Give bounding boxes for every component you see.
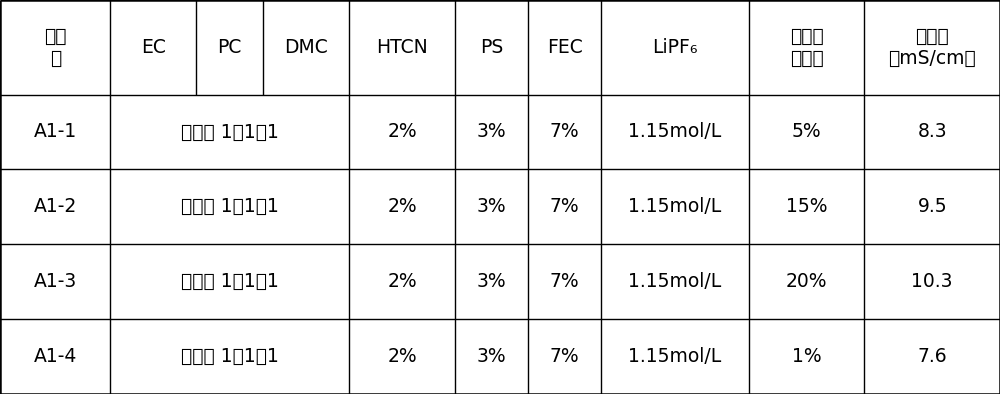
Text: 质量比 1：1：1: 质量比 1：1：1 <box>181 123 279 141</box>
Text: 1.15mol/L: 1.15mol/L <box>628 272 722 291</box>
Text: 2%: 2% <box>387 347 417 366</box>
Text: 1.15mol/L: 1.15mol/L <box>628 347 722 366</box>
Text: 8.3: 8.3 <box>917 123 947 141</box>
Text: 15%: 15% <box>786 197 828 216</box>
Text: 7.6: 7.6 <box>917 347 947 366</box>
Text: 2%: 2% <box>387 272 417 291</box>
Text: EC: EC <box>141 38 166 57</box>
Text: 5%: 5% <box>792 123 822 141</box>
Text: 9.5: 9.5 <box>917 197 947 216</box>
Text: 2%: 2% <box>387 197 417 216</box>
Text: FEC: FEC <box>547 38 582 57</box>
Text: 1.15mol/L: 1.15mol/L <box>628 197 722 216</box>
Text: PC: PC <box>217 38 242 57</box>
Text: 质量比 1：1：1: 质量比 1：1：1 <box>181 197 279 216</box>
Text: LiPF₆: LiPF₆ <box>652 38 698 57</box>
Text: 1%: 1% <box>792 347 822 366</box>
Text: 质量比 1：1：1: 质量比 1：1：1 <box>181 272 279 291</box>
Text: 7%: 7% <box>550 347 579 366</box>
Text: A1-1: A1-1 <box>34 123 77 141</box>
Text: A1-4: A1-4 <box>34 347 77 366</box>
Text: 10.3: 10.3 <box>911 272 953 291</box>
Text: 7%: 7% <box>550 123 579 141</box>
Text: 电解
液: 电解 液 <box>44 27 66 68</box>
Text: 20%: 20% <box>786 272 828 291</box>
Text: 3%: 3% <box>477 197 507 216</box>
Text: 2%: 2% <box>387 123 417 141</box>
Text: DMC: DMC <box>284 38 328 57</box>
Text: A1-3: A1-3 <box>34 272 77 291</box>
Text: 3%: 3% <box>477 272 507 291</box>
Text: 3%: 3% <box>477 347 507 366</box>
Text: 7%: 7% <box>550 272 579 291</box>
Text: 3%: 3% <box>477 123 507 141</box>
Text: 质量比 1：1：1: 质量比 1：1：1 <box>181 347 279 366</box>
Text: 1.15mol/L: 1.15mol/L <box>628 123 722 141</box>
Text: HTCN: HTCN <box>376 38 428 57</box>
Text: 电导率
（mS/cm）: 电导率 （mS/cm） <box>888 27 976 68</box>
Text: 7%: 7% <box>550 197 579 216</box>
Text: A1-2: A1-2 <box>34 197 77 216</box>
Text: 四甲基
己二胺: 四甲基 己二胺 <box>790 27 824 68</box>
Text: PS: PS <box>480 38 503 57</box>
